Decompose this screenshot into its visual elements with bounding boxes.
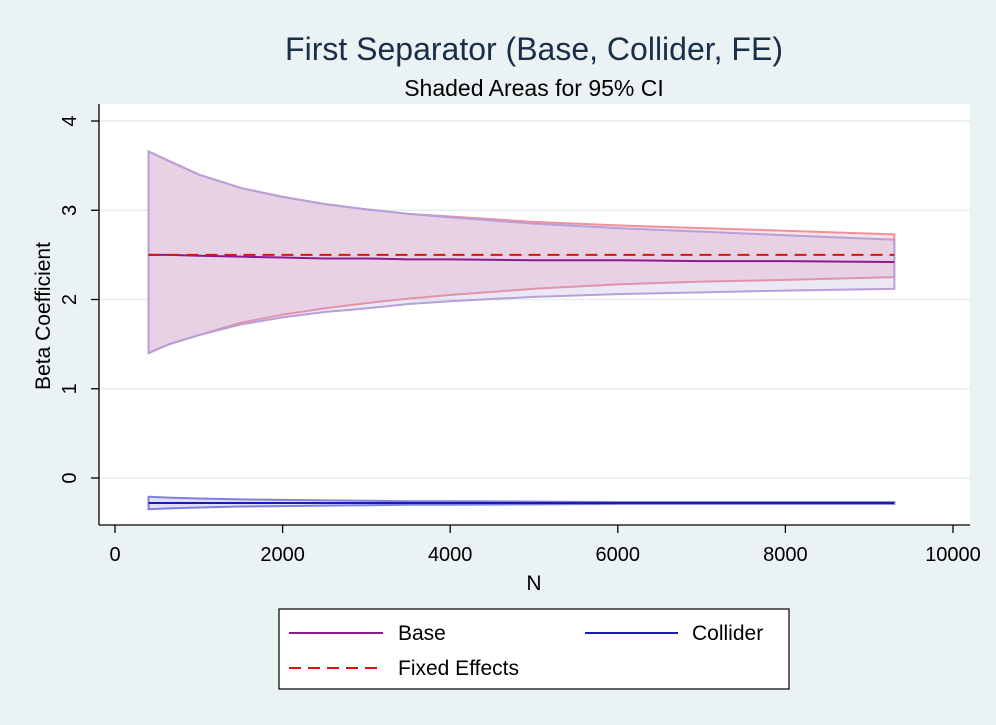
legend-items: Base Collider Fixed Effects	[289, 622, 763, 680]
y-tick-label: 2	[59, 294, 81, 305]
x-tick-label: 8000	[763, 544, 808, 566]
legend-label-base: Base	[398, 622, 446, 645]
series-lines	[148, 253, 895, 504]
y-tick-label: 4	[59, 115, 81, 126]
y-tick-label: 1	[59, 383, 81, 394]
x-tick-label: 6000	[596, 544, 641, 566]
ci-band-base	[147, 149, 896, 355]
x-tick-label: 10000	[925, 544, 981, 566]
chart-subtitle: Shaded Areas for 95% CI	[404, 75, 664, 101]
legend-label-collider: Collider	[692, 622, 763, 645]
y-ticks: 0 1 2 3 4	[59, 115, 99, 484]
axes	[98, 104, 970, 526]
y-tick-label: 3	[59, 205, 81, 216]
y-tick-label: 0	[59, 472, 81, 483]
x-axis-label: N	[526, 572, 541, 595]
chart-title: First Separator (Base, Collider, FE)	[285, 31, 783, 67]
x-tick-label: 4000	[428, 544, 473, 566]
x-tick-label: 2000	[260, 544, 305, 566]
x-tick-label: 0	[109, 544, 120, 566]
y-axis-label: Beta Coefficient	[32, 242, 55, 390]
legend: Base Collider Fixed Effects	[278, 608, 790, 690]
x-ticks: 0 2000 4000 6000 8000 10000	[109, 525, 981, 566]
legend-label-fixed-effects: Fixed Effects	[398, 657, 519, 680]
series-line-base	[148, 253, 895, 264]
legend-box	[278, 608, 790, 690]
